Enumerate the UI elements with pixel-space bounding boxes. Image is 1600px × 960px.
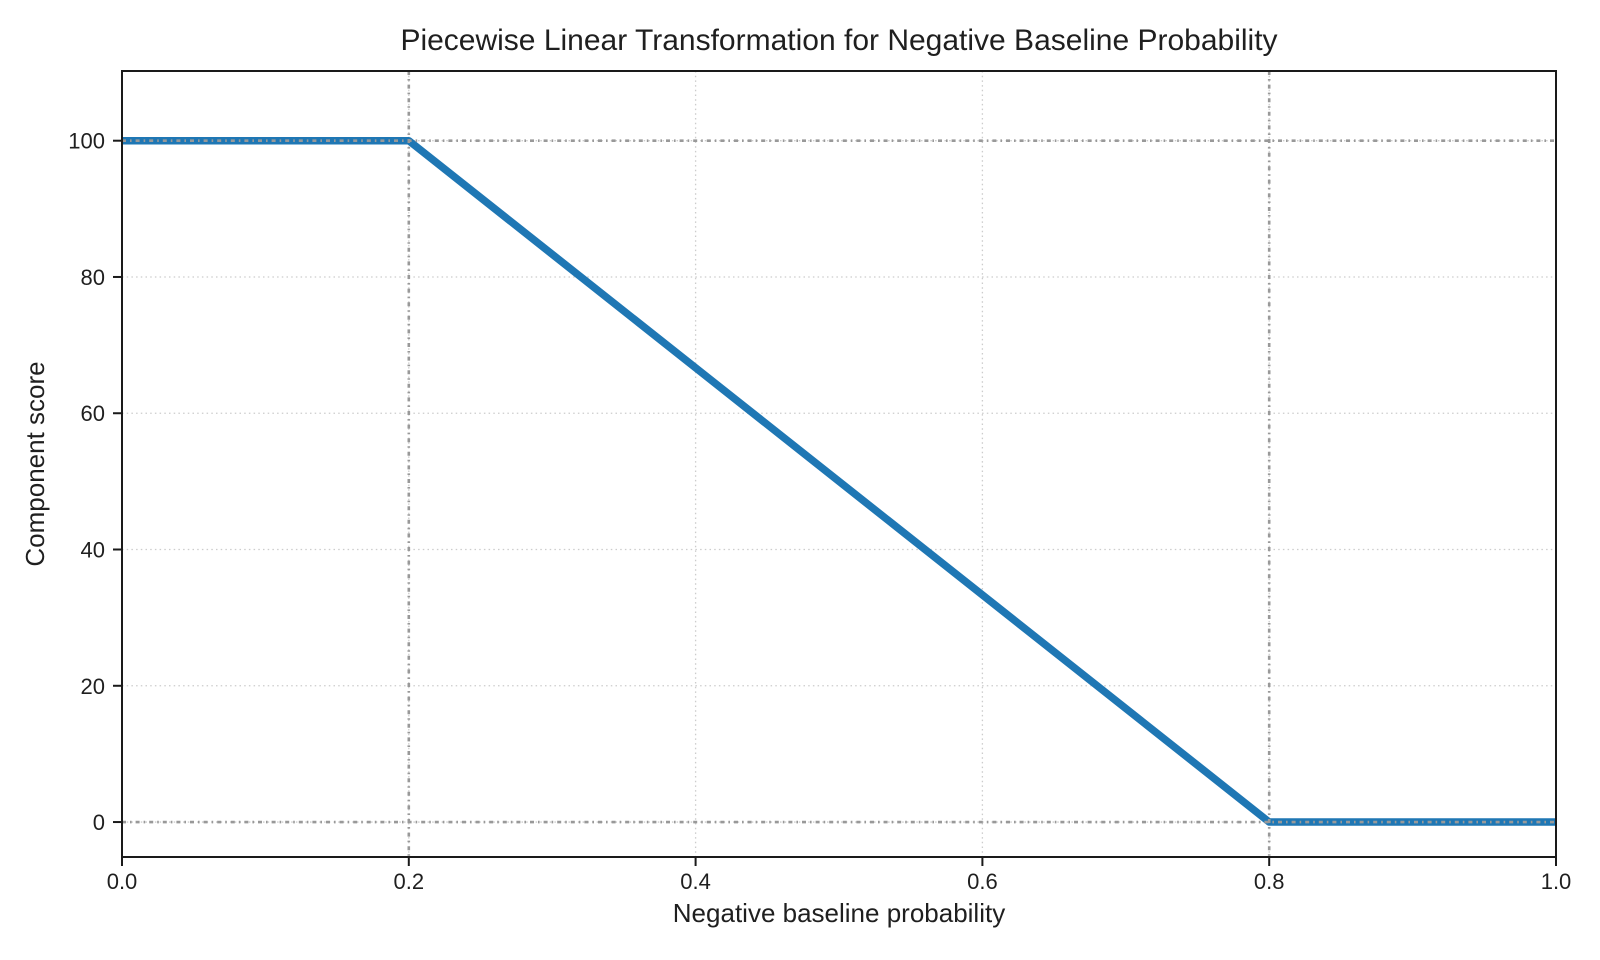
y-tick-label: 40 [81, 538, 105, 563]
plot-spines [121, 70, 1557, 858]
y-tick-label: 60 [81, 401, 105, 426]
x-tick-label: 1.0 [1541, 869, 1572, 894]
reference-lines [122, 71, 1556, 857]
x-tick-label: 0.6 [967, 869, 998, 894]
tick-labels: 0.0 0.2 0.4 0.6 0.8 1.0 0 20 40 60 80 100 [68, 129, 1571, 894]
y-axis-label: Component score [20, 361, 50, 566]
y-tick-label: 0 [93, 810, 105, 835]
gridlines [121, 71, 1557, 857]
x-tick-label: 0.8 [1254, 869, 1285, 894]
y-tick-label: 100 [68, 129, 105, 154]
series-layer [122, 136, 1556, 826]
y-tick-label: 20 [81, 674, 105, 699]
series-line [122, 136, 1556, 826]
x-tick-label: 0.0 [107, 869, 138, 894]
chart-title: Piecewise Linear Transformation for Nega… [400, 24, 1277, 57]
x-tick-label: 0.2 [394, 869, 425, 894]
axes-box [113, 70, 1557, 866]
y-tick-label: 80 [81, 265, 105, 290]
x-axis-label: Negative baseline probability [673, 898, 1005, 928]
x-tick-label: 0.4 [680, 869, 711, 894]
